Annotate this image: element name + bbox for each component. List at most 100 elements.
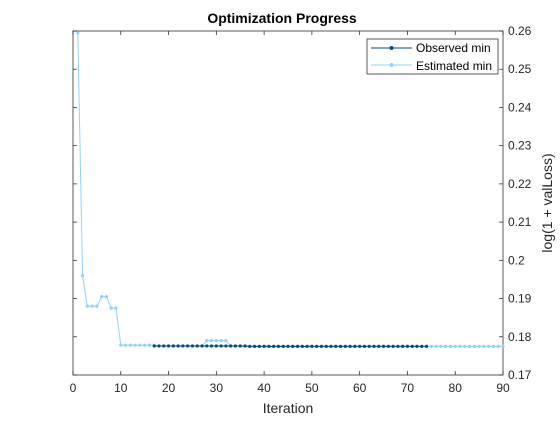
- data-point-observed-min: [210, 344, 213, 347]
- data-point-observed-min: [392, 345, 395, 348]
- data-point-estimated-min: [487, 345, 490, 348]
- data-point-observed-min: [253, 345, 256, 348]
- data-point-observed-min: [286, 345, 289, 348]
- data-point-estimated-min: [205, 339, 208, 342]
- data-point-observed-min: [301, 345, 304, 348]
- data-point-observed-min: [205, 344, 208, 347]
- data-point-observed-min: [368, 345, 371, 348]
- data-point-observed-min: [372, 345, 375, 348]
- data-point-observed-min: [258, 345, 261, 348]
- legend-label-estimated-min: Estimated min: [416, 59, 492, 73]
- data-point-estimated-min: [114, 307, 117, 310]
- data-point-observed-min: [325, 345, 328, 348]
- data-point-estimated-min: [129, 344, 132, 347]
- data-point-observed-min: [349, 345, 352, 348]
- x-tick-label: 30: [210, 381, 224, 395]
- data-point-observed-min: [186, 344, 189, 347]
- data-point-observed-min: [153, 344, 156, 347]
- data-point-observed-min: [234, 344, 237, 347]
- data-point-observed-min: [377, 345, 380, 348]
- data-point-estimated-min: [91, 305, 94, 308]
- data-point-estimated-min: [430, 345, 433, 348]
- data-point-observed-min: [215, 344, 218, 347]
- y-tick-label: 0.17: [508, 368, 532, 382]
- data-point-observed-min: [339, 345, 342, 348]
- data-point-estimated-min: [100, 295, 103, 298]
- data-point-estimated-min: [124, 344, 127, 347]
- data-point-observed-min: [406, 345, 409, 348]
- data-point-observed-min: [387, 345, 390, 348]
- data-point-estimated-min: [454, 345, 457, 348]
- data-point-estimated-min: [444, 345, 447, 348]
- data-point-estimated-min: [95, 305, 98, 308]
- legend-label-observed-min: Observed min: [416, 41, 491, 55]
- y-axis-label: log(1 + valLoss): [539, 153, 555, 252]
- data-point-estimated-min: [105, 295, 108, 298]
- y-tick-label: 0.18: [508, 330, 532, 344]
- x-tick-label: 40: [257, 381, 271, 395]
- y-tick-label: 0.21: [508, 215, 532, 229]
- x-tick-label: 10: [114, 381, 128, 395]
- data-point-observed-min: [320, 345, 323, 348]
- data-point-observed-min: [420, 345, 423, 348]
- data-point-estimated-min: [458, 345, 461, 348]
- data-point-estimated-min: [473, 345, 476, 348]
- data-point-estimated-min: [449, 345, 452, 348]
- data-point-observed-min: [411, 345, 414, 348]
- data-point-observed-min: [358, 345, 361, 348]
- data-point-estimated-min: [478, 345, 481, 348]
- data-point-observed-min: [191, 344, 194, 347]
- y-tick-label: 0.2: [508, 253, 525, 267]
- legend: Observed min Estimated min: [367, 39, 498, 74]
- data-point-estimated-min: [148, 344, 151, 347]
- data-point-estimated-min: [220, 339, 223, 342]
- y-tick-label: 0.25: [508, 62, 532, 76]
- data-point-estimated-min: [435, 345, 438, 348]
- data-point-estimated-min: [76, 31, 79, 34]
- data-point-observed-min: [277, 345, 280, 348]
- data-point-estimated-min: [81, 274, 84, 277]
- data-point-estimated-min: [497, 345, 500, 348]
- data-point-estimated-min: [143, 344, 146, 347]
- x-tick-label: 20: [162, 381, 176, 395]
- chart-title: Optimization Progress: [207, 10, 357, 26]
- data-point-observed-min: [177, 344, 180, 347]
- data-point-observed-min: [239, 344, 242, 347]
- data-point-observed-min: [310, 345, 313, 348]
- x-tick-label: 60: [353, 381, 367, 395]
- x-axis-label: Iteration: [263, 400, 314, 416]
- y-tick-label: 0.23: [508, 139, 532, 153]
- data-point-estimated-min: [215, 339, 218, 342]
- data-point-estimated-min: [501, 345, 504, 348]
- data-point-estimated-min: [210, 339, 213, 342]
- data-point-estimated-min: [138, 344, 141, 347]
- data-point-observed-min: [172, 344, 175, 347]
- data-point-observed-min: [401, 345, 404, 348]
- y-tick-label: 0.26: [508, 24, 532, 38]
- plot-area-frame: [73, 31, 503, 375]
- legend-marker-observed-min: [390, 46, 394, 50]
- data-point-estimated-min: [492, 345, 495, 348]
- data-point-observed-min: [306, 345, 309, 348]
- data-point-estimated-min: [110, 307, 113, 310]
- data-point-observed-min: [248, 345, 251, 348]
- data-point-observed-min: [272, 345, 275, 348]
- data-point-observed-min: [267, 345, 270, 348]
- data-point-observed-min: [334, 345, 337, 348]
- data-point-observed-min: [344, 345, 347, 348]
- data-point-estimated-min: [463, 345, 466, 348]
- data-point-estimated-min: [439, 345, 442, 348]
- data-point-observed-min: [329, 345, 332, 348]
- data-point-observed-min: [220, 344, 223, 347]
- data-point-observed-min: [157, 344, 160, 347]
- data-point-estimated-min: [119, 344, 122, 347]
- data-point-observed-min: [167, 344, 170, 347]
- y-tick-label: 0.24: [508, 100, 532, 114]
- x-tick-label: 90: [496, 381, 510, 395]
- data-point-observed-min: [181, 344, 184, 347]
- y-tick-label: 0.22: [508, 177, 532, 191]
- data-point-estimated-min: [134, 344, 137, 347]
- data-point-observed-min: [315, 345, 318, 348]
